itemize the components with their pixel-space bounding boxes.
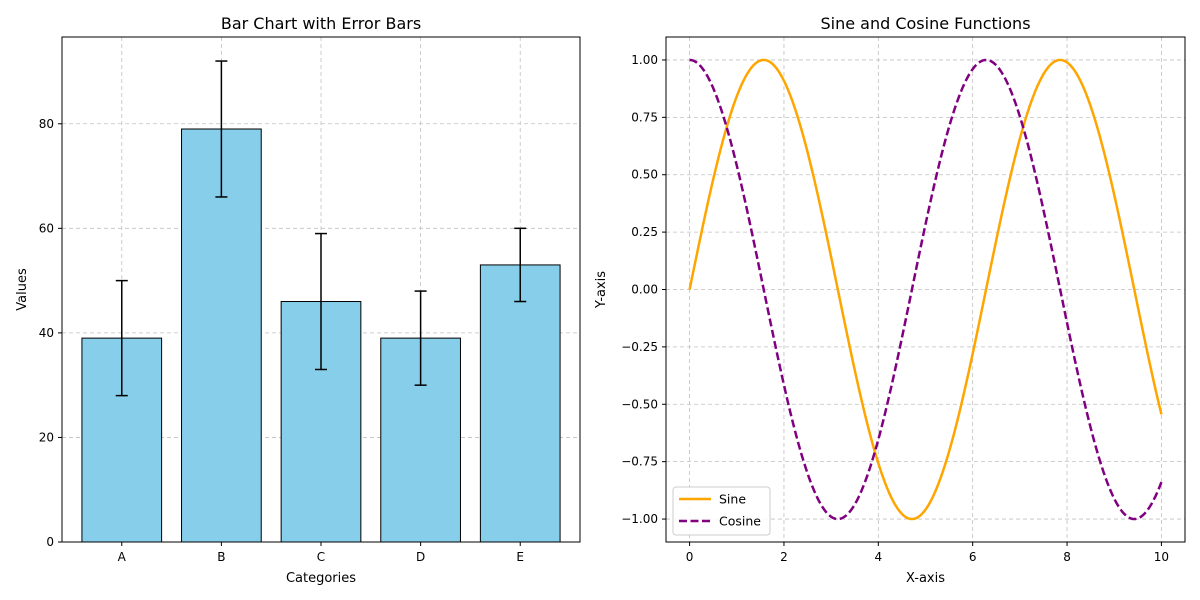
bar-chart: Bar Chart with Error Bars A B C D E 0 20 40 60 8… [15,14,581,586]
bar-chart-x-tick-label: A [118,550,127,564]
line-chart-grid [666,37,1185,542]
bar-chart-x-tick-label: D [416,550,425,564]
line-chart-title: Sine and Cosine Functions [820,14,1030,33]
line-chart-y-tick-label: −0.25 [621,340,658,354]
line-chart-y-tick-label: −0.50 [621,397,658,411]
series-line-cosine [689,58,1163,521]
line-chart-x-tick-label: 8 [1063,550,1071,564]
legend-label-sine: Sine [719,492,746,507]
bar-chart-x-tick-label: C [317,550,325,564]
bar-B [181,128,262,543]
line-chart-x-tick-label: 4 [874,550,882,564]
line-chart-x-axis-label: X-axis [906,571,945,586]
series-line-sine [688,58,1163,521]
bar-chart-error-bars [115,60,527,397]
bar-chart-x-axis-label: Categories [286,571,356,586]
bar-chart-y-tick-label: 40 [39,326,54,340]
line-chart-y-axis-label: Y-axis [594,271,609,309]
line-chart-x-tick-label: 6 [969,550,977,564]
line-chart-legend: Sine Cosine [672,486,771,536]
line-chart-x-tick-label: 10 [1154,550,1169,564]
line-chart: Sine and Cosine Functions 0 2 4 6 8 10 1.00 0.… [594,14,1186,586]
line-chart-x-tick-label: 0 [686,550,694,564]
line-chart-x-tick-label: 2 [780,550,788,564]
line-chart-y-tick-label: 0.50 [631,168,658,182]
line-chart-y-tick-label: 0.75 [631,110,658,124]
bar-chart-y-tick-label: 0 [46,535,54,549]
line-chart-y-tick-label: −1.00 [621,512,658,526]
line-chart-y-tick-label: −0.75 [621,455,658,469]
line-chart-y-ticks: 1.00 0.75 0.50 0.25 0.00 −0.25 −0.50 −0.75 −1.00 [621,53,666,526]
bar-chart-title: Bar Chart with Error Bars [221,14,421,33]
bar-chart-x-tick-label: B [217,550,225,564]
legend-label-cosine: Cosine [719,514,761,529]
bar-chart-bars [81,128,561,543]
line-chart-y-tick-label: 1.00 [631,53,658,67]
bar-chart-x-tick-label: E [516,550,524,564]
bar-chart-y-tick-label: 80 [39,117,54,131]
bar-chart-y-tick-label: 20 [39,430,54,444]
line-chart-y-tick-label: 0.00 [631,283,658,297]
line-chart-x-ticks: 0 2 4 6 8 10 [686,542,1169,564]
line-chart-y-tick-label: 0.25 [631,225,658,239]
line-chart-series [688,58,1163,521]
bar-chart-x-ticks: A B C D E [118,542,524,564]
bar-chart-y-ticks: 0 20 40 60 80 [39,117,62,549]
bar-E [479,264,561,543]
bar-chart-y-tick-label: 60 [39,221,54,235]
bar-chart-y-axis-label: Values [15,268,30,311]
